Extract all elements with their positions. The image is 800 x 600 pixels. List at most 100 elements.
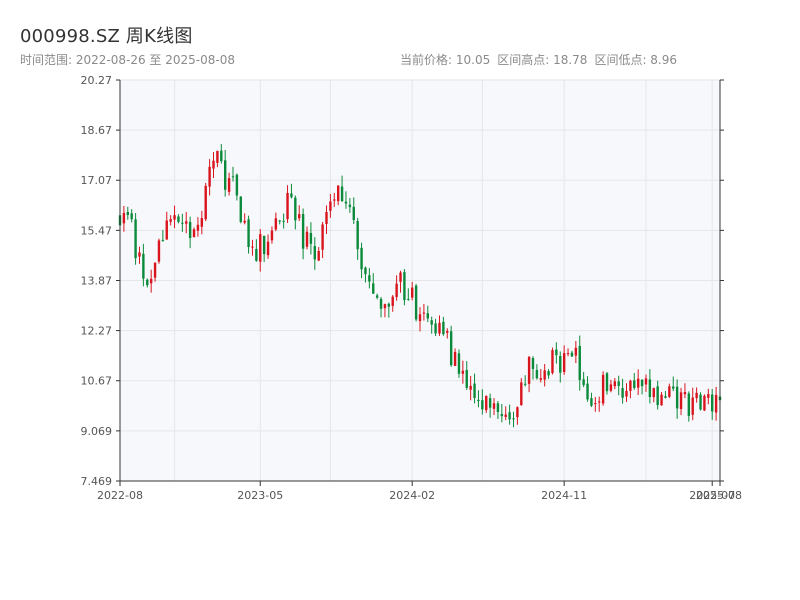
candle — [609, 379, 613, 393]
candle — [422, 303, 426, 321]
candle-body — [185, 221, 188, 224]
candle-body — [329, 201, 332, 211]
candle — [375, 293, 379, 300]
candle — [274, 212, 278, 232]
candle — [543, 364, 546, 387]
candle — [613, 378, 617, 390]
candle — [391, 295, 394, 312]
range-low-text: 区间低点: 8.96 — [594, 53, 678, 67]
candle — [535, 364, 539, 380]
candle — [372, 273, 375, 294]
candle — [652, 387, 655, 403]
candle — [488, 393, 492, 418]
candle — [442, 316, 445, 336]
candle-body — [122, 213, 126, 224]
candle — [220, 143, 223, 164]
candle-body — [523, 383, 527, 385]
candle-body — [547, 371, 550, 376]
candle-body — [216, 150, 219, 163]
candle-body — [305, 231, 309, 247]
candle — [691, 387, 694, 421]
y-tick-label: 7.469 — [81, 475, 113, 488]
candle-body — [188, 221, 192, 239]
candle — [426, 305, 429, 323]
candle-body — [368, 275, 371, 282]
candle-body — [138, 252, 141, 257]
candle-body — [664, 396, 667, 398]
candle-body — [516, 407, 519, 418]
candle-body — [469, 385, 472, 390]
candle — [387, 302, 391, 318]
candle-body — [220, 150, 223, 162]
candle — [617, 375, 620, 396]
candle — [578, 335, 581, 391]
candle-body — [520, 382, 523, 406]
candle — [169, 215, 172, 226]
candle — [251, 239, 254, 256]
candle-body — [535, 369, 539, 379]
candle-body — [617, 381, 620, 386]
candle-body — [457, 353, 461, 374]
candle — [594, 397, 597, 412]
candle — [259, 229, 262, 272]
candle — [699, 392, 702, 411]
candle-body — [333, 199, 336, 201]
candle-body — [411, 287, 414, 298]
candle-body — [660, 394, 663, 406]
candle-body — [247, 219, 250, 248]
candle-body — [687, 393, 691, 416]
candle — [656, 380, 659, 410]
candle-body — [481, 400, 484, 410]
candle — [469, 375, 472, 401]
candle-body — [383, 304, 387, 309]
candle — [457, 349, 461, 378]
candle — [531, 356, 535, 380]
candle-body — [278, 220, 281, 222]
candle — [516, 406, 519, 425]
candle — [675, 379, 679, 419]
candle-body — [672, 386, 675, 389]
candle-body — [344, 201, 348, 204]
candle — [449, 325, 453, 367]
candle — [629, 379, 632, 399]
candle-body — [633, 380, 636, 388]
candle-body — [711, 394, 714, 412]
candle — [555, 342, 558, 364]
candle-body — [235, 174, 239, 196]
candle-body — [473, 383, 476, 399]
candle — [134, 213, 137, 265]
candle-body — [496, 403, 500, 413]
candle-body — [691, 397, 694, 415]
candle-body — [574, 347, 578, 356]
candle-body — [274, 218, 278, 230]
candle — [255, 239, 258, 262]
candle — [309, 222, 313, 255]
candle-body — [508, 412, 511, 420]
candle — [621, 378, 624, 404]
candle-body — [266, 241, 270, 256]
candle — [192, 227, 196, 238]
candle-body — [543, 370, 546, 380]
candle — [492, 398, 496, 416]
candle-body — [223, 160, 227, 190]
candle — [527, 356, 531, 393]
price-stats: 当前价格: 10.05 区间高点: 18.78 区间低点: 8.96 — [400, 51, 677, 68]
candle — [633, 372, 636, 390]
candle — [687, 391, 691, 422]
candle — [496, 400, 500, 419]
candle — [640, 379, 644, 395]
candle — [333, 192, 336, 207]
range-high-text: 区间高点: 18.78 — [497, 53, 588, 67]
candle-body — [309, 232, 313, 244]
candle — [266, 234, 270, 259]
candle — [196, 217, 200, 237]
candle — [173, 205, 176, 229]
candle — [243, 213, 246, 225]
candle-body — [165, 220, 168, 240]
candle-body — [598, 401, 601, 403]
candle-body — [586, 383, 589, 400]
candle-body — [449, 331, 453, 366]
candle-body — [134, 219, 137, 259]
candle-body — [321, 224, 324, 250]
